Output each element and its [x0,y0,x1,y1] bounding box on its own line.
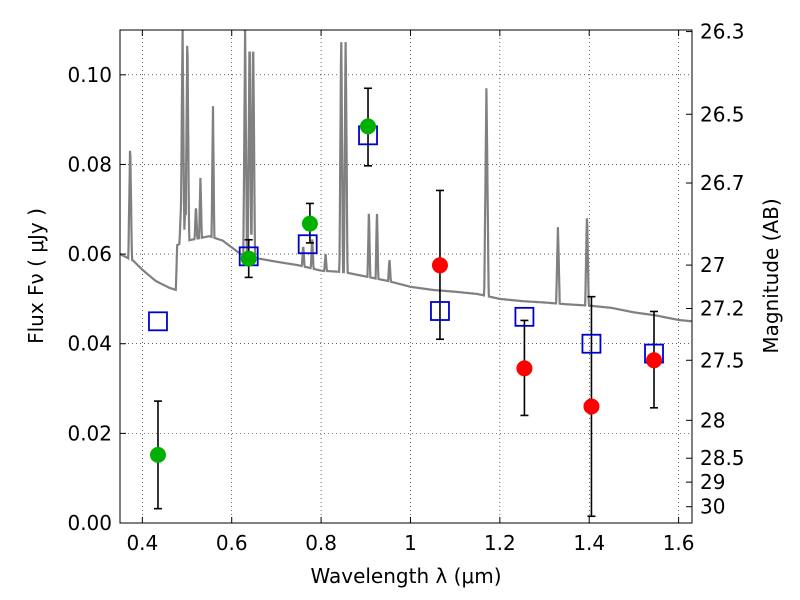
right-tick-label: 27.2 [700,296,745,320]
green-point [240,250,257,267]
right-tick-label: 29 [700,470,725,494]
right-tick-label: 26.3 [700,20,745,44]
right-tick-label: 30 [700,495,725,519]
right-tick-label: 27 [700,253,725,277]
x-tick-label: 1.4 [573,531,605,555]
green-point [360,118,377,135]
data-points [149,118,663,463]
y-tick-label: 0.08 [67,152,112,176]
y-tick-label: 0.02 [67,421,112,445]
model-square [581,333,602,354]
y-tick-label: 0.10 [67,63,112,87]
spectrum-line [119,29,692,323]
y-ticks: 0.00 0.02 0.04 0.06 0.08 0.10 [67,63,126,535]
red-point [516,360,533,377]
plot-background [120,30,692,523]
right-tick-label: 26.5 [700,102,745,126]
x-ticks: 0.4 0.6 0.8 1 1.2 1.4 1.6 [126,30,695,555]
x-tick-label: 0.6 [216,531,248,555]
x-tick-label: 1.6 [663,531,695,555]
spectrum-path [119,29,692,323]
left-y-axis-label: Flux Fν ( μJy ) [24,208,48,344]
green-point [301,215,318,232]
model-square [297,234,318,255]
red-point [583,398,600,415]
x-tick-label: 0.4 [126,531,158,555]
right-tick-label: 26.7 [700,171,745,195]
x-axis-label: Wavelength λ (μm) [310,564,501,588]
y-tick-label: 0.06 [67,242,112,266]
plot-frame [119,29,693,524]
model-square [514,306,535,327]
right-tick-label: 27.5 [700,348,745,372]
x-tick-label: 0.8 [305,531,337,555]
x-tick-label: 1.2 [484,531,516,555]
y-tick-label: 0.04 [67,332,112,356]
right-tick-label: 28 [700,408,725,432]
y-tick-label: 0.00 [67,511,112,535]
model-square [148,311,168,332]
red-point [646,352,663,369]
model-square [430,301,450,321]
green-point [149,446,166,463]
red-point [431,257,448,274]
right-tick-label: 28.5 [700,446,745,470]
right-y-axis-label: Magnitude (AB) [759,198,783,353]
x-tick-label: 1 [404,531,417,555]
